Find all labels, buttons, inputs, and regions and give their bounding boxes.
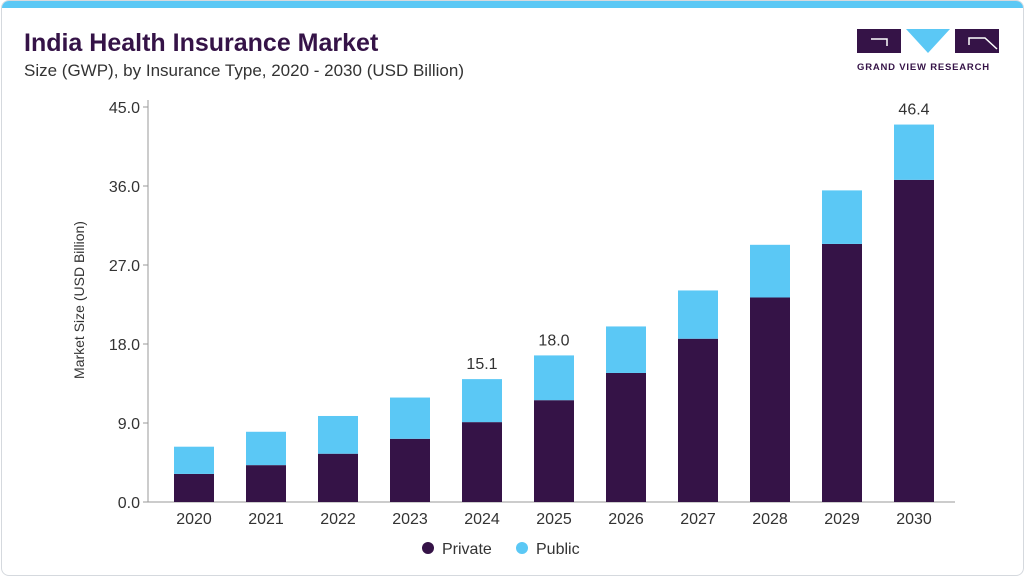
legend-label-public: Public [536,541,580,558]
legend-marker-public [516,542,528,554]
bar-public-2024 [462,379,502,423]
bar-private-2028 [750,297,790,502]
grand-view-research-logo: GRAND VIEW RESEARCH [857,29,1002,73]
data-label-2024: 15.1 [466,356,497,373]
bar-public-2030 [894,124,934,180]
bar-public-2027 [678,290,718,339]
bar-public-2023 [390,397,430,439]
bar-private-2029 [822,243,862,502]
bar-public-2022 [318,415,358,454]
x-tick-label: 2026 [608,511,644,528]
y-tick-label: 45.0 [109,100,140,117]
bar-private-2027 [678,338,718,502]
bar-public-2025 [534,355,574,401]
bar-private-2024 [462,422,502,502]
y-axis-title: Market Size (USD Billion) [71,221,87,379]
x-tick-label: 2029 [824,511,860,528]
y-tick-label: 36.0 [109,179,140,196]
x-tick-label: 2024 [464,511,500,528]
bar-private-2020 [174,473,214,502]
bar-public-2020 [174,446,214,474]
chart-subtitle: Size (GWP), by Insurance Type, 2020 - 20… [24,61,464,80]
x-tick-label: 2025 [536,511,572,528]
y-tick-label: 18.0 [109,337,140,354]
bar-private-2026 [606,372,646,502]
y-tick-label: 27.0 [109,258,140,275]
x-tick-label: 2030 [896,511,932,528]
legend-label-private: Private [442,541,492,558]
bar-public-2021 [246,431,286,466]
x-tick-label: 2022 [320,511,356,528]
bar-public-2029 [822,190,862,244]
bar-private-2021 [246,465,286,502]
bar-private-2023 [390,438,430,502]
legend-marker-private [422,542,434,554]
accent-bar [2,1,1023,8]
bar-private-2030 [894,179,934,502]
y-tick-label: 0.0 [118,495,140,512]
bar-public-2028 [750,244,790,298]
bar-public-2026 [606,326,646,373]
data-label-2030: 46.4 [898,102,929,119]
bar-private-2025 [534,400,574,502]
logo-text: GRAND VIEW RESEARCH [857,62,990,73]
x-tick-label: 2021 [248,511,284,528]
chart-title: India Health Insurance Market [24,29,379,57]
y-tick-label: 9.0 [118,416,140,433]
data-label-2025: 18.0 [538,332,569,349]
x-tick-label: 2027 [680,511,716,528]
x-tick-label: 2028 [752,511,788,528]
x-tick-label: 2023 [392,511,428,528]
x-tick-label: 2020 [176,511,212,528]
bar-private-2022 [318,453,358,502]
